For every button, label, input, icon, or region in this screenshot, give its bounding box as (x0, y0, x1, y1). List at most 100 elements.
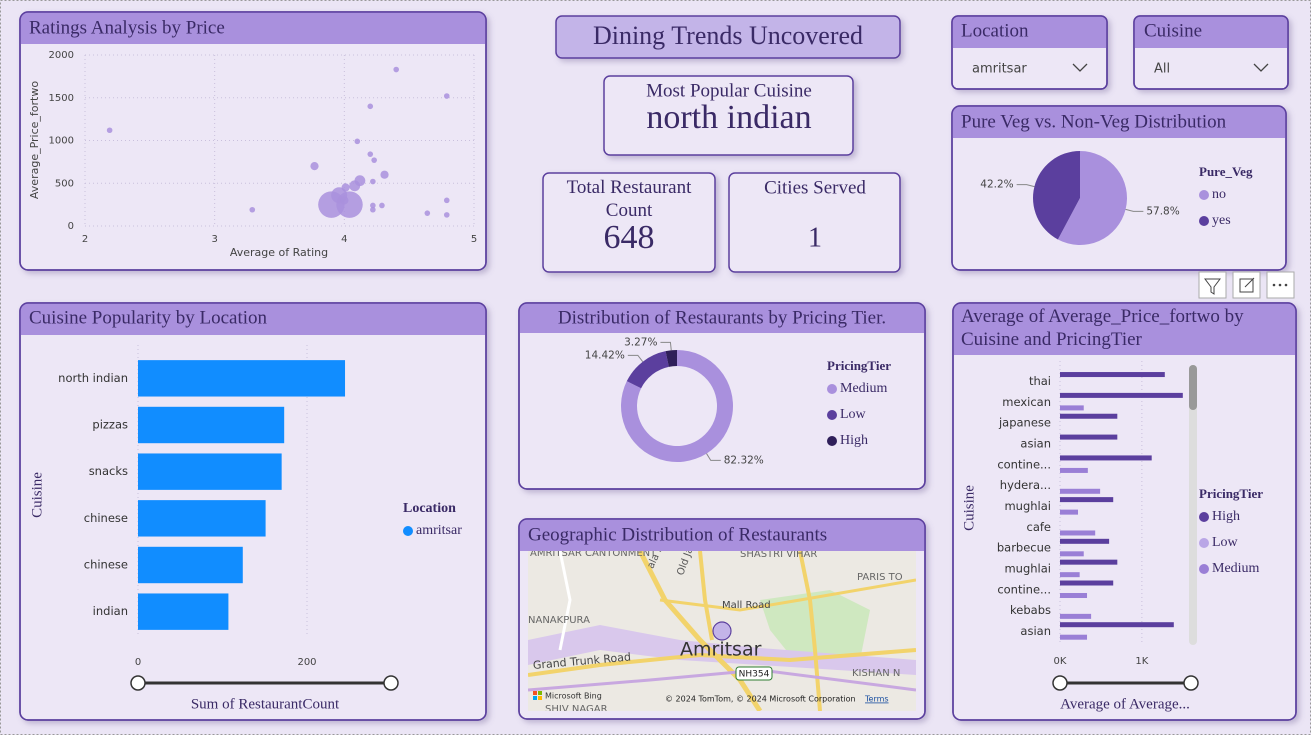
card-value: 648 (604, 219, 655, 256)
bar (138, 453, 282, 490)
bar (1060, 613, 1092, 619)
x-axis-label: Sum of RestaurantCount (191, 696, 340, 712)
legend-label: Low (840, 407, 867, 422)
legend-marker (1199, 538, 1209, 548)
card-label: Most Popular Cuisine (646, 80, 812, 101)
map-label: SHASTRI VIHAR (740, 549, 817, 560)
y-tick-label: chinese (84, 558, 128, 572)
y-tick-label: mughlai (1004, 499, 1051, 513)
pie-panel: Pure Veg vs. Non-Veg Distribution Pure_V… (951, 105, 1287, 271)
bar (138, 500, 266, 537)
legend-marker (1199, 190, 1209, 200)
slice (1033, 151, 1080, 240)
legend-title: Location (403, 501, 456, 516)
map-label: NH354 (739, 670, 770, 680)
y-tick-label: asian (1020, 624, 1051, 638)
bar (1060, 538, 1110, 544)
card-label: Cities Served (764, 177, 866, 198)
map-label: Amritsar (680, 639, 762, 661)
bar (1060, 559, 1118, 565)
visual-toolbar[interactable] (1198, 271, 1295, 299)
slicer-label: Cuisine (1144, 20, 1202, 41)
point (370, 206, 376, 213)
bar (1060, 530, 1096, 536)
point (249, 206, 256, 213)
slice (665, 350, 677, 367)
card: Total Restaurant Count 648 (542, 172, 716, 273)
bar (1060, 580, 1114, 586)
point (318, 191, 345, 218)
point (380, 170, 389, 179)
y-tick-label: 1500 (49, 93, 74, 104)
chart-title: Pure Veg vs. Non-Veg Distribution (961, 111, 1227, 132)
x-tick-label: 1K (1135, 656, 1148, 667)
x-tick-label: 3 (211, 234, 217, 245)
chart-title: Cuisine Popularity by Location (29, 307, 268, 328)
legend-marker (1199, 564, 1209, 574)
y-tick-label: hydera... (1000, 478, 1051, 492)
y-tick-label: north indian (58, 371, 128, 385)
slider-handle[interactable] (130, 675, 146, 691)
scrollbar[interactable] (1189, 365, 1197, 410)
bar (1060, 455, 1152, 461)
point (310, 162, 319, 171)
legend-label: Low (1212, 535, 1239, 550)
bar (1060, 622, 1174, 628)
bar (138, 546, 243, 584)
y-axis-label: Cuisine (29, 472, 45, 518)
slider-handle[interactable] (1052, 675, 1068, 691)
y-axis-label: Cuisine (961, 485, 977, 531)
slider-handle[interactable] (383, 675, 399, 691)
title: Dining Trends Uncovered (593, 21, 863, 50)
legend-marker (827, 410, 837, 420)
slicer-value[interactable]: All (1154, 62, 1170, 77)
point (393, 66, 400, 73)
card-value: north indian (646, 99, 811, 136)
x-tick-label: 5 (471, 234, 477, 245)
slicer[interactable]: Cuisine All (1133, 15, 1289, 90)
leader-line (660, 341, 672, 351)
data-label: 42.2% (980, 179, 1013, 191)
bar (138, 406, 285, 444)
legend-label: High (1212, 509, 1240, 524)
bar (1060, 413, 1118, 419)
data-label: 14.42% (585, 349, 625, 361)
map[interactable]: AMRITSAR CANTONMENT SHASTRI VIHAR ala Ro… (528, 527, 916, 715)
bar (1060, 467, 1088, 473)
map-label: PARIS TO (857, 572, 903, 583)
bar (1060, 551, 1084, 557)
y-tick-label: mexican (1002, 395, 1051, 409)
y-tick-label: contine... (997, 457, 1051, 471)
y-axis-label: Average_Price_fortwo (28, 81, 41, 199)
legend-label: amritsar (416, 523, 462, 538)
bar (1060, 572, 1080, 578)
y-tick-label: snacks (89, 464, 128, 478)
chart-title: Ratings Analysis by Price (29, 17, 225, 38)
bar (1060, 509, 1079, 515)
point (367, 151, 374, 157)
slicer[interactable]: Location amritsar (951, 15, 1108, 90)
point (106, 127, 113, 134)
y-tick-label: indian (93, 604, 128, 618)
data-label: 82.32% (724, 454, 764, 466)
y-tick-label: 2000 (49, 50, 74, 61)
map-label: SHIV NAGAR (545, 704, 608, 715)
card-label: Total Restaurant Count (566, 177, 692, 221)
x-tick-label: 0 (135, 657, 141, 668)
point (340, 196, 349, 205)
point (370, 178, 376, 185)
legend-title: PricingTier (1199, 486, 1263, 501)
grouped-bar-panel: Average of Average_Price_fortwo by Cuisi… (952, 302, 1297, 721)
map-terms[interactable]: Terms (864, 695, 889, 704)
slider-handle[interactable] (1183, 675, 1199, 691)
y-tick-label: 500 (55, 178, 74, 189)
map-label: NANAKPURA (528, 615, 590, 626)
x-tick-label: 0K (1054, 656, 1067, 667)
card-value: 1 (808, 222, 822, 253)
x-tick-label: 200 (297, 657, 316, 668)
point (349, 180, 361, 192)
slice (1057, 151, 1128, 246)
slicer-value[interactable]: amritsar (972, 62, 1027, 77)
x-tick-label: 4 (341, 234, 347, 245)
x-tick-label: 2 (82, 234, 88, 245)
